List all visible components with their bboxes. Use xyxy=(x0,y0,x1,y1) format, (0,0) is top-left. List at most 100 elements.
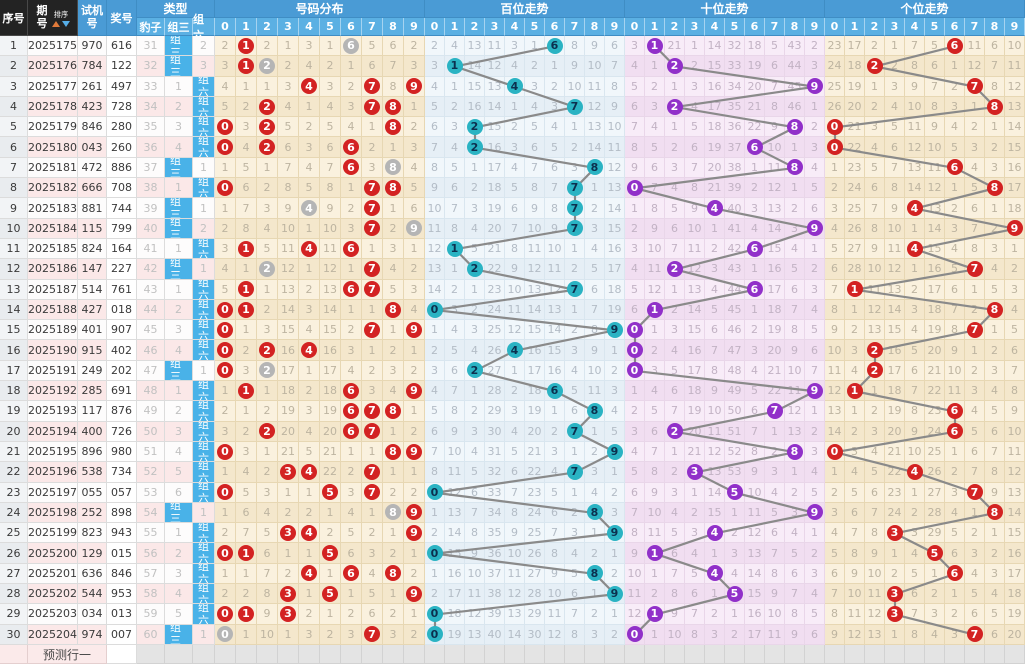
sort-asc-icon[interactable] xyxy=(52,20,60,27)
dist-cell: 6 xyxy=(341,381,362,402)
tens-trend-cell: 4 xyxy=(645,117,665,138)
zuliu-cell: 1 xyxy=(193,259,215,280)
dist-cell: 4 xyxy=(362,563,383,585)
hundreds-trend-cell: 6 xyxy=(425,117,445,138)
dist-circle-red: 8 xyxy=(385,179,401,196)
seq-cell: 2 xyxy=(0,56,28,77)
zusan-badge: 组三 xyxy=(165,502,192,523)
units-trend-cell: 5 xyxy=(905,563,925,585)
dist-circle-red: 7 xyxy=(364,260,380,277)
tens-trend-cell: 5 xyxy=(765,502,785,524)
dist-cell: 6 xyxy=(341,36,362,57)
units-trend-cell: 12 xyxy=(845,624,865,645)
units-trend-cell: 12 xyxy=(825,381,845,402)
table-row: 1 2025175 970 616 31 组三 2 2 1 2 1 3 1 6 5 6 2 2 4 13 11 3 1 6 8 9… xyxy=(0,36,1025,57)
hit-circle: 8 xyxy=(586,504,603,521)
prize-cell: 980 xyxy=(107,441,137,463)
hundreds-trend-cell: 19 xyxy=(605,299,625,321)
hundreds-trend-cell: 6 xyxy=(565,401,585,422)
hit-circle: 7 xyxy=(966,626,983,643)
units-trend-cell: 5 xyxy=(985,279,1005,300)
zusan-cell: 3 xyxy=(165,117,193,138)
dist-cell: 3 xyxy=(299,137,320,158)
dist-cell: 7 xyxy=(362,401,383,422)
hundreds-trend-cell: 1 xyxy=(445,76,465,97)
dist-cell: 2 xyxy=(383,604,404,625)
baozi-cell: 32 xyxy=(137,56,165,77)
tens-trend-cell: 10 xyxy=(765,604,785,625)
dist-cell: 1 xyxy=(299,96,320,118)
dist-cell: 3 xyxy=(341,340,362,361)
dist-circle-red: 3 xyxy=(280,524,296,541)
units-trend-cell: 2 xyxy=(865,56,885,77)
units-trend-cell: 8 xyxy=(985,299,1005,321)
baozi-cell: 48 xyxy=(137,381,165,402)
tens-trend-cell: 11 xyxy=(765,624,785,645)
tens-trend-cell: 37 xyxy=(725,137,745,158)
tens-trend-cell: 51 xyxy=(725,421,745,442)
dist-circle-red: 4 xyxy=(301,342,317,359)
digit-header-dist: 2 xyxy=(257,18,278,36)
baozi-cell: 58 xyxy=(137,584,165,605)
hundreds-trend-cell: 36 xyxy=(485,543,505,564)
hit-circle: 7 xyxy=(566,423,583,440)
hundreds-trend-cell: 18 xyxy=(485,178,505,199)
units-trend-cell: 4 xyxy=(905,198,925,219)
units-trend-cell: 1 xyxy=(965,340,985,361)
hundreds-trend-cell: 5 xyxy=(525,117,545,138)
baozi-cell: 57 xyxy=(137,563,165,585)
hundreds-trend-cell: 16 xyxy=(445,563,465,585)
hundreds-trend-cell: 26 xyxy=(485,340,505,361)
tens-trend-cell: 46 xyxy=(785,96,805,118)
hundreds-trend-cell: 1 xyxy=(545,401,565,422)
units-trend-cell: 8 xyxy=(985,178,1005,199)
digit-header-bai: 1 xyxy=(445,18,465,36)
units-trend-cell: 6 xyxy=(985,36,1005,57)
hit-circle: 0 xyxy=(426,605,443,622)
sort-desc-icon[interactable] xyxy=(62,20,70,27)
tens-trend-cell: 3 xyxy=(625,36,645,57)
dist-cell: 4 xyxy=(299,198,320,219)
units-trend-cell: 10 xyxy=(825,340,845,361)
units-trend-cell: 11 xyxy=(865,279,885,300)
tens-trend-cell: 4 xyxy=(625,56,645,77)
tens-trend-cell: 19 xyxy=(745,56,765,77)
tens-trend-cell: 4 xyxy=(745,360,765,382)
dist-cell: 2 xyxy=(299,604,320,625)
hit-circle: 0 xyxy=(826,118,843,135)
units-trend-cell: 1 xyxy=(845,299,865,321)
dist-cell: 4 xyxy=(236,137,257,158)
table-row: 10 2025184 115 799 40 组三 2 2 8 4 10 1 10 3 7 2 9 11 8 4 20 7 1… xyxy=(0,218,1025,239)
dist-circle-gray: 4 xyxy=(301,200,317,217)
dist-cell: 3 xyxy=(278,584,299,605)
hundreds-trend-cell: 10 xyxy=(565,76,585,97)
footer-cell xyxy=(885,645,905,664)
dist-circle-red: 7 xyxy=(364,200,380,217)
hundreds-trend-cell: 5 xyxy=(545,137,565,158)
units-trend-cell: 7 xyxy=(965,259,985,280)
dist-cell: 2 xyxy=(362,360,383,382)
baozi-cell: 36 xyxy=(137,137,165,158)
dist-cell: 3 xyxy=(257,320,278,341)
zuliu-cell: 2 xyxy=(193,218,215,239)
sort-control[interactable]: 排序 xyxy=(52,9,70,27)
tens-trend-cell: 12 xyxy=(765,178,785,199)
tens-trend-cell: 3 xyxy=(625,421,645,442)
dist-cell: 21 xyxy=(320,441,341,463)
hundreds-trend-cell: 18 xyxy=(525,381,545,402)
hit-circle: 3 xyxy=(686,463,703,480)
units-trend-cell: 8 xyxy=(985,502,1005,524)
units-trend-cell: 8 xyxy=(905,624,925,645)
digit-header-ge: 5 xyxy=(925,18,945,36)
units-trend-cell: 5 xyxy=(945,523,965,544)
hundreds-trend-cell: 11 xyxy=(525,238,545,260)
tens-trend-cell: 12 xyxy=(625,604,645,625)
hundreds-trend-cell: 9 xyxy=(605,320,625,341)
dist-cell: 2 xyxy=(257,178,278,199)
hundreds-trend-cell: 7 xyxy=(565,96,585,118)
units-trend-cell: 28 xyxy=(925,502,945,524)
hundreds-trend-cell: 2 xyxy=(465,360,485,382)
hundreds-trend-cell: 8 xyxy=(425,157,445,179)
dist-circle-red: 6 xyxy=(343,423,359,440)
units-trend-cell: 6 xyxy=(985,624,1005,645)
